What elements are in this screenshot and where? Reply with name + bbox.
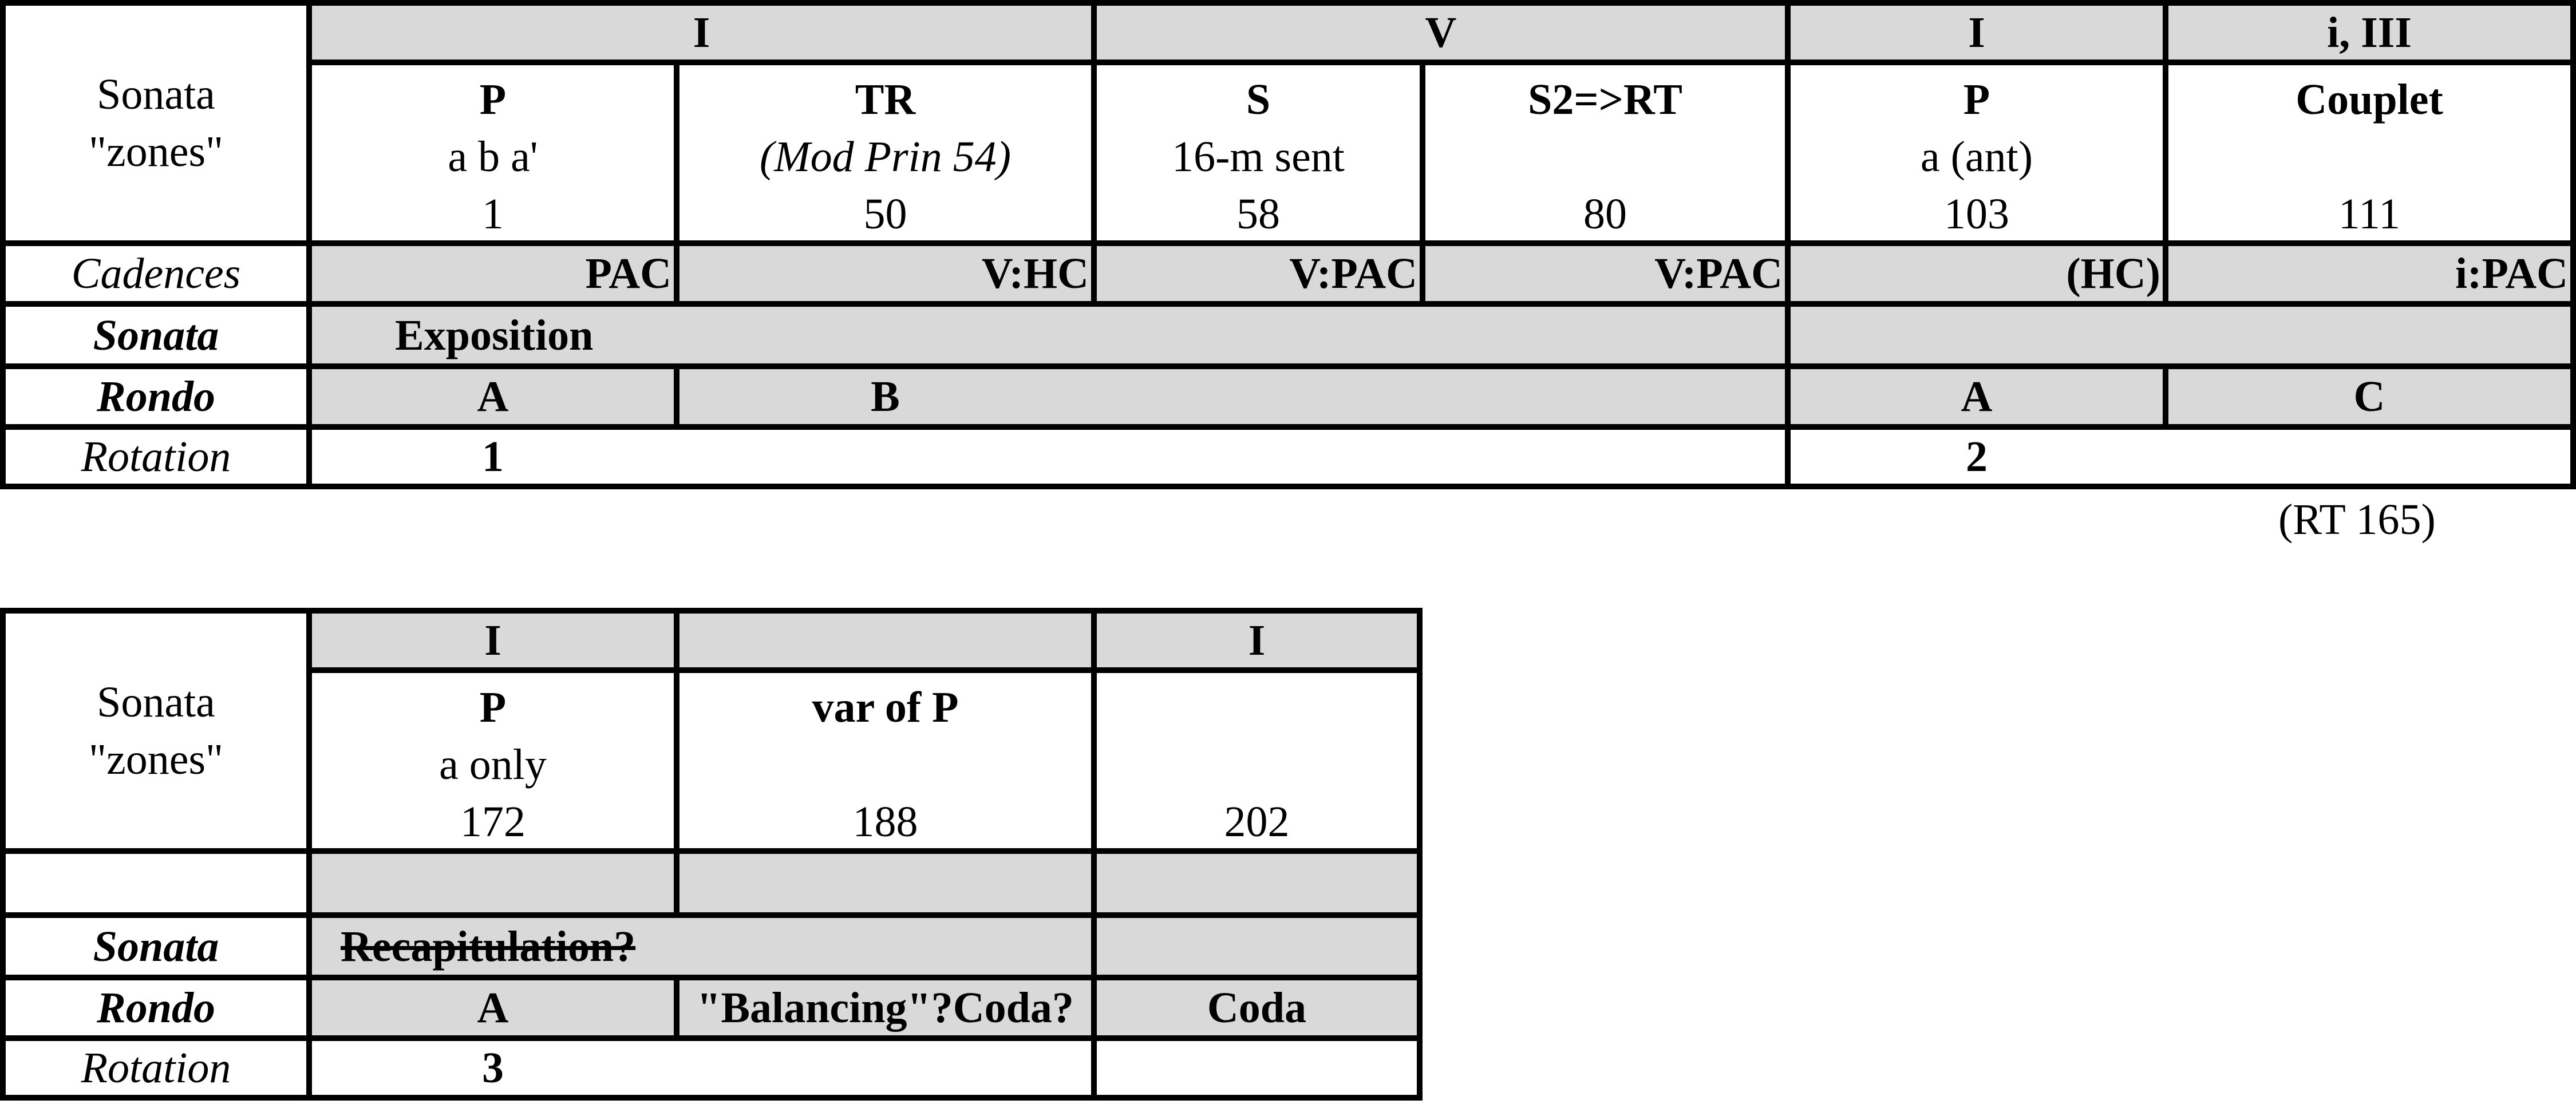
key-cell: I: [312, 614, 674, 667]
zone-measure: 80: [1583, 190, 1627, 238]
sonata-cell: Recapitulation?: [312, 918, 1091, 975]
label-line: "zones": [88, 735, 224, 784]
zone-measure: 111: [2338, 190, 2401, 238]
zone-name: var of P: [812, 683, 959, 731]
rotation-cell: 2: [1791, 430, 2570, 484]
zone-measure: 172: [460, 798, 526, 846]
label-line: "zones": [88, 128, 224, 176]
rotation-cell: 1: [312, 430, 1785, 484]
zone-name: P: [479, 76, 507, 124]
zone-name: P: [1963, 76, 1990, 124]
cadence-cell: (HC): [1791, 246, 2163, 301]
zone-name: S2=>RT: [1528, 76, 1682, 124]
label-line: Sonata: [97, 70, 215, 118]
row-label-zones: Sonata "zones": [6, 6, 306, 240]
rondo-cell: C: [2168, 369, 2570, 424]
rotation-number: 1: [482, 433, 504, 481]
cadence-cell: i:PAC: [2168, 246, 2570, 301]
row-label-rotation: Rotation: [6, 1041, 306, 1095]
rondo-cell: "Balancing"?Coda?: [679, 980, 1091, 1035]
key-cell: I: [312, 6, 1091, 60]
cadence-cell: V:PAC: [1097, 246, 1420, 301]
row-label-rondo: Rondo: [6, 980, 306, 1035]
zone-desc: (Mod Prin 54): [759, 133, 1012, 181]
rondo-cell: A: [312, 369, 674, 424]
zone-cell: var of P 188: [679, 673, 1091, 848]
cadence-cell: PAC: [312, 246, 674, 301]
sonata-cell: [1097, 918, 1417, 975]
rondo-cell: A: [312, 980, 674, 1035]
row-label-cadences: [6, 854, 306, 912]
zone-cell: TR (Mod Prin 54) 50: [679, 65, 1091, 240]
zone-desc: [1425, 128, 1785, 185]
zone-name: P: [479, 683, 507, 731]
rotation-number: 2: [1966, 433, 1988, 481]
label-line: Sonata: [97, 678, 215, 726]
zone-desc: a (ant): [1920, 133, 2033, 181]
row-label-cadences: Cadences: [6, 246, 306, 301]
zone-cell: Couplet 111: [2168, 65, 2570, 240]
rotation-cell: [1097, 1041, 1417, 1095]
zone-measure: 202: [1224, 798, 1290, 846]
zone-cell: S2=>RT 80: [1425, 65, 1785, 240]
zone-desc: [1097, 736, 1417, 793]
zone-desc: 16-m sent: [1172, 133, 1345, 181]
row-label-rondo: Rondo: [6, 369, 306, 424]
rondo-cell: B: [679, 369, 1785, 424]
row-label-zones: Sonata "zones": [6, 614, 306, 848]
zone-name: TR: [855, 76, 916, 124]
key-cell: [679, 614, 1091, 667]
zone-name: Couplet: [2296, 76, 2443, 124]
row-label-sonata: Sonata: [6, 307, 306, 363]
row-label-rotation: Rotation: [6, 430, 306, 484]
rondo-cell: Coda: [1097, 980, 1417, 1035]
sonata-cell: Exposition: [312, 307, 1785, 363]
row-label-sonata: Sonata: [6, 918, 306, 975]
cadence-cell: V:PAC: [1425, 246, 1785, 301]
rotation-cell: 3: [312, 1041, 1091, 1095]
rotation-number: 3: [482, 1044, 504, 1092]
zone-measure: 188: [852, 798, 918, 846]
zone-desc: a b a': [448, 133, 538, 181]
zone-name: S: [1246, 76, 1271, 124]
key-cell: I: [1791, 6, 2163, 60]
rondo-cell: A: [1791, 369, 2163, 424]
zone-desc: a only: [439, 741, 547, 789]
cadence-cell: [679, 854, 1091, 912]
sonata-label-struck: Recapitulation?: [341, 922, 636, 971]
zone-measure: 103: [1944, 190, 2009, 238]
rt-note: (RT 165): [2278, 496, 2436, 544]
sonata-cell: [1791, 307, 2570, 363]
cadence-cell: [1097, 854, 1417, 912]
zone-measure: 1: [482, 190, 504, 238]
cadence-cell: [312, 854, 674, 912]
cadence-cell: V:HC: [679, 246, 1091, 301]
zone-measure: 58: [1236, 190, 1280, 238]
key-cell: V: [1097, 6, 1785, 60]
zone-measure: 50: [863, 190, 907, 238]
zone-cell: S 16-m sent 58: [1097, 65, 1420, 240]
zone-desc: [2168, 128, 2570, 185]
zone-desc: [679, 736, 1091, 793]
key-cell: i, III: [2168, 6, 2570, 60]
zone-name: [1097, 679, 1417, 736]
key-cell: I: [1097, 614, 1417, 667]
rondo-label: B: [871, 373, 900, 421]
zone-cell: 202: [1097, 673, 1417, 848]
